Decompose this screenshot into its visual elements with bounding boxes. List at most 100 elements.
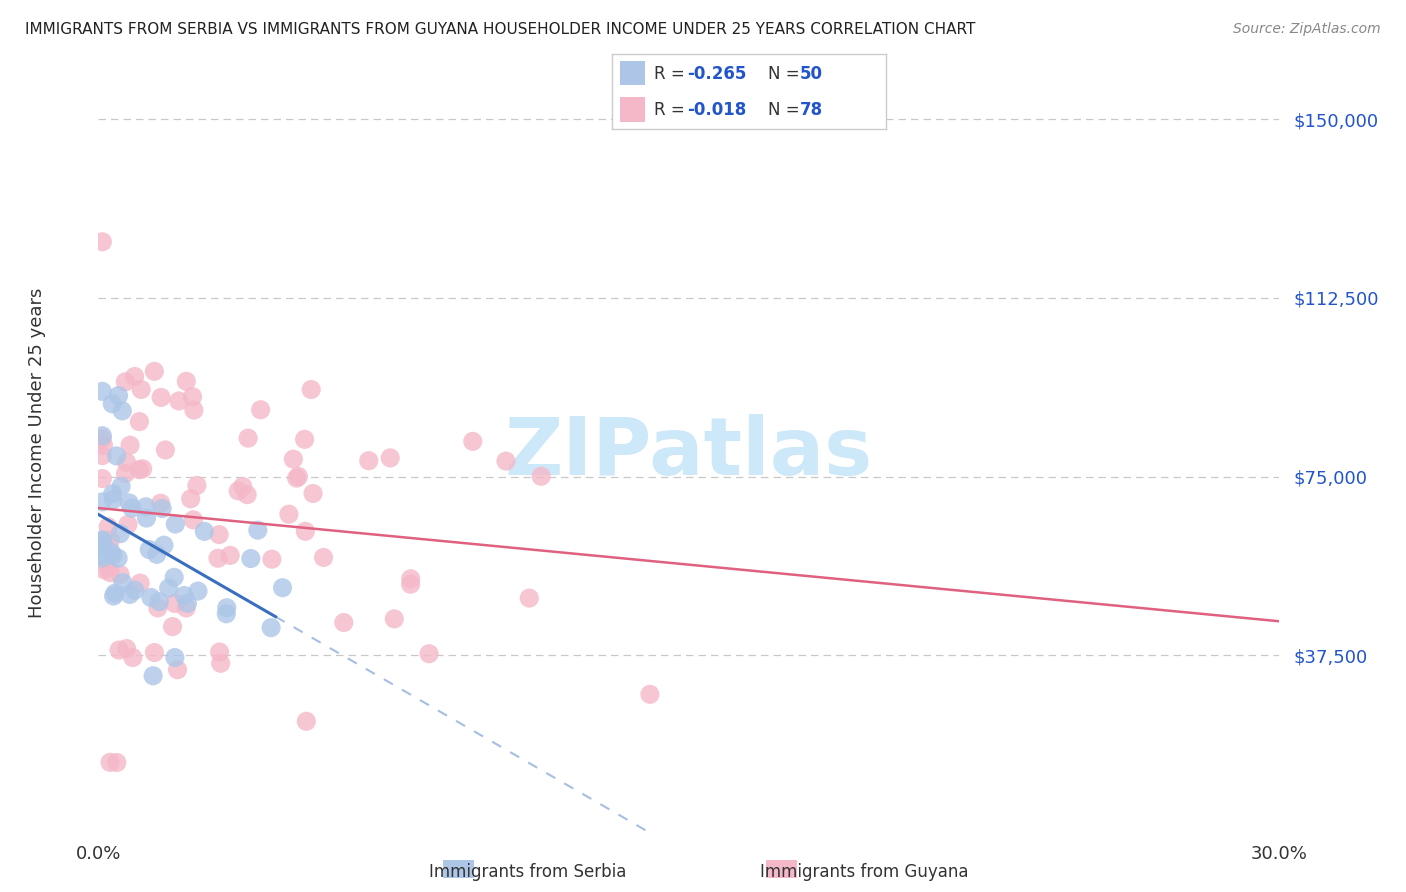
Point: [302, 486, 325, 500]
Point: [139, 591, 162, 605]
Point: [142, 669, 165, 683]
Point: [287, 469, 309, 483]
Point: [103, 492, 125, 507]
Point: [294, 524, 316, 539]
Point: [120, 438, 142, 452]
Text: 78: 78: [800, 101, 823, 119]
Point: [163, 650, 186, 665]
Point: [101, 486, 124, 500]
Point: [283, 452, 305, 467]
Point: [91, 540, 114, 554]
Point: [91, 471, 114, 485]
Point: [114, 375, 136, 389]
Point: [399, 577, 422, 591]
Point: [163, 597, 186, 611]
FancyBboxPatch shape: [620, 62, 644, 86]
Text: Immigrants from Guyana: Immigrants from Guyana: [761, 863, 969, 881]
Point: [495, 454, 517, 468]
Point: [219, 549, 242, 563]
Point: [105, 449, 128, 463]
Point: [180, 491, 202, 506]
Point: [155, 442, 177, 457]
Point: [357, 453, 380, 467]
Point: [150, 391, 173, 405]
Point: [146, 601, 169, 615]
Point: [107, 551, 129, 566]
Point: [110, 479, 132, 493]
Point: [91, 548, 114, 562]
Point: [101, 397, 124, 411]
Text: R =: R =: [654, 65, 690, 83]
Point: [162, 619, 184, 633]
Point: [131, 462, 153, 476]
Point: [207, 551, 229, 566]
Point: [103, 589, 125, 603]
Point: [638, 687, 661, 701]
Point: [115, 455, 138, 469]
Point: [226, 483, 249, 498]
Point: [148, 595, 170, 609]
Point: [98, 566, 121, 580]
Text: Immigrants from Serbia: Immigrants from Serbia: [429, 863, 626, 881]
Point: [167, 394, 190, 409]
Point: [108, 567, 131, 582]
Text: IMMIGRANTS FROM SERBIA VS IMMIGRANTS FROM GUYANA HOUSEHOLDER INCOME UNDER 25 YEA: IMMIGRANTS FROM SERBIA VS IMMIGRANTS FRO…: [25, 22, 976, 37]
Point: [114, 467, 136, 481]
Point: [461, 434, 484, 449]
Text: 50: 50: [800, 65, 823, 83]
Point: [93, 563, 115, 577]
Point: [93, 536, 115, 550]
Point: [91, 449, 114, 463]
Point: [246, 523, 269, 537]
Point: [91, 384, 114, 399]
Point: [232, 479, 254, 493]
Point: [239, 551, 262, 566]
Point: [333, 615, 356, 630]
Point: [236, 431, 259, 445]
Point: [208, 645, 231, 659]
Point: [138, 542, 160, 557]
Point: [399, 572, 422, 586]
Point: [517, 591, 540, 606]
Point: [91, 534, 114, 549]
Point: [91, 235, 114, 249]
Point: [153, 538, 176, 552]
Point: [129, 383, 152, 397]
Point: [93, 438, 115, 452]
Point: [143, 364, 166, 378]
Point: [91, 429, 114, 443]
Point: [143, 646, 166, 660]
Point: [128, 463, 150, 477]
Point: [236, 488, 259, 502]
Point: [208, 527, 231, 541]
Point: [107, 389, 129, 403]
Point: [145, 547, 167, 561]
Point: [149, 496, 172, 510]
Point: [176, 596, 198, 610]
Text: ZIPatlas: ZIPatlas: [505, 414, 873, 491]
Point: [193, 524, 215, 539]
Point: [181, 390, 204, 404]
Point: [157, 581, 180, 595]
Text: N =: N =: [768, 65, 804, 83]
Point: [285, 471, 308, 485]
Point: [135, 500, 157, 514]
Point: [380, 450, 402, 465]
Point: [163, 570, 186, 584]
Point: [418, 647, 440, 661]
Point: [111, 575, 134, 590]
Point: [249, 402, 271, 417]
Point: [260, 552, 283, 566]
Point: [173, 589, 195, 603]
Point: [115, 641, 138, 656]
Point: [101, 549, 124, 563]
Point: [183, 403, 205, 417]
Point: [382, 612, 405, 626]
Point: [91, 432, 114, 446]
Point: [128, 415, 150, 429]
Point: [104, 586, 127, 600]
Point: [118, 496, 141, 510]
Point: [129, 576, 152, 591]
Point: [117, 517, 139, 532]
Point: [295, 714, 318, 729]
